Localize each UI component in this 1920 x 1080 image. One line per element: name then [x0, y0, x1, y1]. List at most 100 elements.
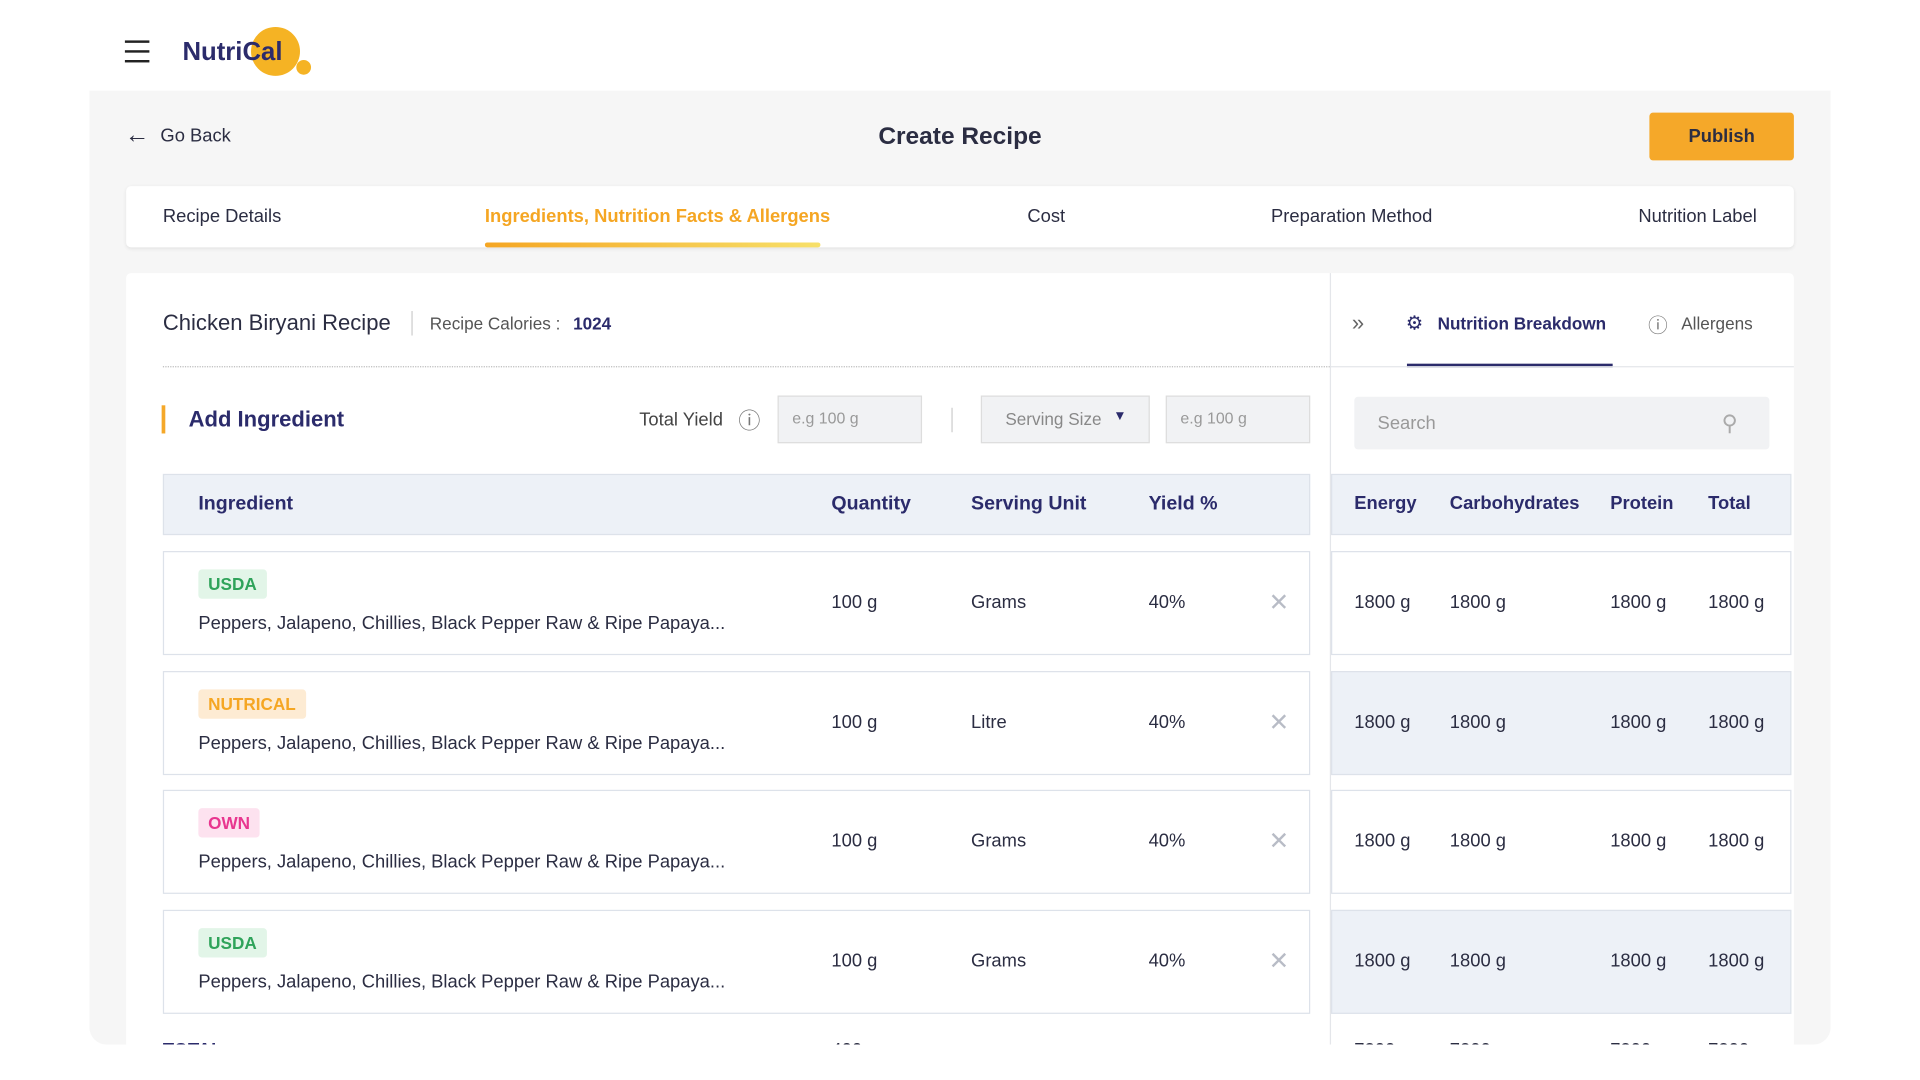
tab[interactable]: Cost [1027, 206, 1066, 228]
logo-dot [296, 60, 312, 75]
side-line [1329, 366, 1794, 368]
calories-label: Recipe Calories : [429, 313, 561, 334]
nutrition-value: 1800 g [1354, 950, 1411, 972]
divider [1329, 273, 1332, 1080]
back-arrow[interactable]: ← [124, 121, 150, 149]
ingredient-row [162, 551, 1311, 656]
side-tab[interactable]: Nutrition Breakdown [1437, 313, 1607, 334]
search-box[interactable] [1354, 396, 1770, 450]
serving-unit: Litre [971, 711, 1007, 733]
column-header: Quantity [831, 493, 911, 515]
nutrition-value: 1800 g [1449, 950, 1507, 972]
logo-suffix: Cal [242, 37, 283, 67]
nutrition-value: 1800 g [1354, 831, 1411, 853]
nutrition-value: 1800 g [1708, 950, 1765, 972]
info-icon: ⓘ [738, 408, 761, 434]
ingredient-row [162, 790, 1311, 895]
column-header: Energy [1354, 492, 1417, 514]
logo-circle [251, 26, 301, 76]
nutrition-row [1331, 909, 1792, 1015]
menu-button[interactable] [124, 40, 150, 63]
quantity: 100 g [831, 950, 878, 972]
tab[interactable]: Ingredients, Nutrition Facts & Allergens [484, 206, 831, 228]
publish-button[interactable]: Publish [1649, 112, 1794, 161]
nutrition-value: 1800 g [1708, 831, 1765, 853]
remove-button[interactable]: ✕ [1268, 828, 1290, 856]
serving-unit: Grams [971, 831, 1027, 853]
nutrition-value: 1800 g [1449, 592, 1507, 613]
ingredient-name: Peppers, Jalapeno, Chillies, Black Peppe… [198, 612, 726, 634]
quantity: 100 g [831, 592, 878, 613]
recipe-name: Chicken Biryani Recipe [162, 310, 391, 335]
yield: 40% [1148, 950, 1186, 972]
collapse-icon[interactable]: » [1351, 310, 1365, 335]
yield: 40% [1148, 592, 1186, 613]
remove-button[interactable]: ✕ [1268, 709, 1290, 737]
tab[interactable]: Recipe Details [162, 206, 282, 228]
column-header: Ingredient [198, 493, 294, 515]
nutrition-value: 1800 g [1610, 831, 1667, 853]
search-icon: ⚲ [1721, 410, 1738, 436]
column-header: Total [1708, 492, 1751, 514]
nutrition-header [1331, 473, 1792, 536]
column-header: Carbohydrates [1449, 492, 1580, 514]
ingredient-name: Peppers, Jalapeno, Chillies, Black Peppe… [198, 971, 726, 993]
nutrition-value: 1800 g [1449, 831, 1507, 853]
ingredient-row [162, 670, 1311, 775]
yield-input[interactable]: e.g 100 g [777, 395, 923, 444]
quantity: 100 g [831, 831, 878, 853]
logo-prefix: Nutri [182, 37, 243, 67]
tab-bar [126, 186, 1794, 248]
nutrition-row [1331, 790, 1792, 895]
serving-unit: Grams [971, 950, 1027, 972]
remove-button[interactable]: ✕ [1268, 589, 1290, 617]
total-yield-label: Total Yield [639, 409, 723, 431]
column-header: Yield % [1148, 493, 1218, 515]
ingredient-name: Peppers, Jalapeno, Chillies, Black Peppe… [198, 732, 726, 754]
add-ingredient-title: Add Ingredient [188, 407, 345, 432]
quantity: 100 g [831, 711, 878, 733]
accent-bar [161, 405, 166, 434]
source-tag: USDA [198, 569, 267, 599]
dotted-line [162, 366, 1330, 368]
side-tab-underline [1406, 363, 1613, 368]
tab[interactable]: Nutrition Label [1638, 206, 1757, 228]
search-placeholder: Search [1377, 413, 1436, 435]
dropdown-caret: ▼ [1113, 408, 1127, 424]
nutrition-row [1331, 551, 1792, 656]
column-header: Protein [1610, 492, 1674, 514]
yield: 40% [1148, 831, 1186, 853]
serving-input[interactable]: e.g 100 g [1165, 395, 1311, 444]
yield: 40% [1148, 711, 1186, 733]
bottom-mask [0, 1044, 1920, 1080]
ingredient-name: Peppers, Jalapeno, Chillies, Black Peppe… [198, 852, 726, 873]
nutrition-value: 1800 g [1708, 592, 1765, 613]
side-tab[interactable]: Allergens [1681, 313, 1753, 334]
remove-button[interactable]: ✕ [1268, 948, 1290, 976]
page-title: Create Recipe [878, 123, 1042, 151]
source-tag: USDA [198, 928, 267, 958]
source-tag: NUTRICAL [198, 689, 306, 719]
table-header [162, 473, 1311, 536]
serving-size-select[interactable]: Serving Size ▼ [980, 395, 1150, 444]
fork-icon: ⚙ [1405, 313, 1424, 335]
ingredient-row [162, 909, 1311, 1015]
nutrition-value: 1800 g [1354, 592, 1411, 613]
separator [411, 311, 413, 336]
nutrition-value: 1800 g [1708, 711, 1765, 733]
alert-icon: ⓘ [1648, 315, 1668, 337]
nutrition-value: 1800 g [1354, 711, 1411, 733]
column-header: Serving Unit [971, 493, 1087, 515]
nutrition-value: 1800 g [1610, 950, 1667, 972]
calories-value: 1024 [573, 313, 612, 334]
nutrition-value: 1800 g [1610, 711, 1667, 733]
tab[interactable]: Preparation Method [1271, 206, 1433, 228]
serving-size-label: Serving Size [1005, 408, 1102, 429]
go-back[interactable]: Go Back [160, 125, 231, 147]
source-tag: OWN [198, 808, 260, 839]
nutrition-row [1331, 670, 1792, 775]
tab-underline [484, 242, 821, 248]
separator [951, 407, 953, 433]
nutrition-value: 1800 g [1449, 711, 1507, 733]
